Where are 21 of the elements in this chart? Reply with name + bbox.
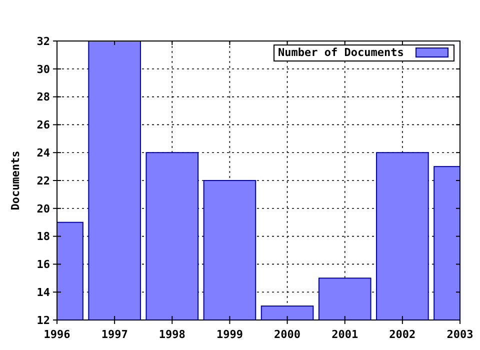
y-tick-label: 24: [36, 146, 50, 160]
x-tick-label: 2002: [389, 328, 416, 341]
y-tick-label: 28: [36, 90, 50, 104]
legend-label: Number of Documents: [278, 46, 404, 59]
y-tick-label: 16: [36, 258, 50, 272]
x-tick-label: 1999: [216, 328, 243, 341]
y-tick-label: 20: [36, 202, 50, 216]
y-axis-title: Documents: [9, 150, 22, 210]
y-tick-label: 12: [36, 314, 50, 327]
y-tick-label: 32: [36, 34, 50, 48]
y-tick-label: 26: [36, 118, 50, 132]
x-tick-label: 2001: [332, 328, 358, 341]
x-tick-label: 1998: [158, 328, 186, 341]
y-tick-label: 18: [36, 230, 50, 244]
x-tick-label: 2000: [274, 328, 301, 341]
y-tick-label: 30: [36, 62, 50, 76]
y-tick-label: 22: [36, 174, 50, 188]
x-tick-label: 1997: [101, 328, 128, 341]
x-tick-label: 1996: [44, 328, 71, 341]
y-tick-label: 14: [36, 286, 50, 299]
x-tick-label: 2003: [446, 328, 474, 341]
